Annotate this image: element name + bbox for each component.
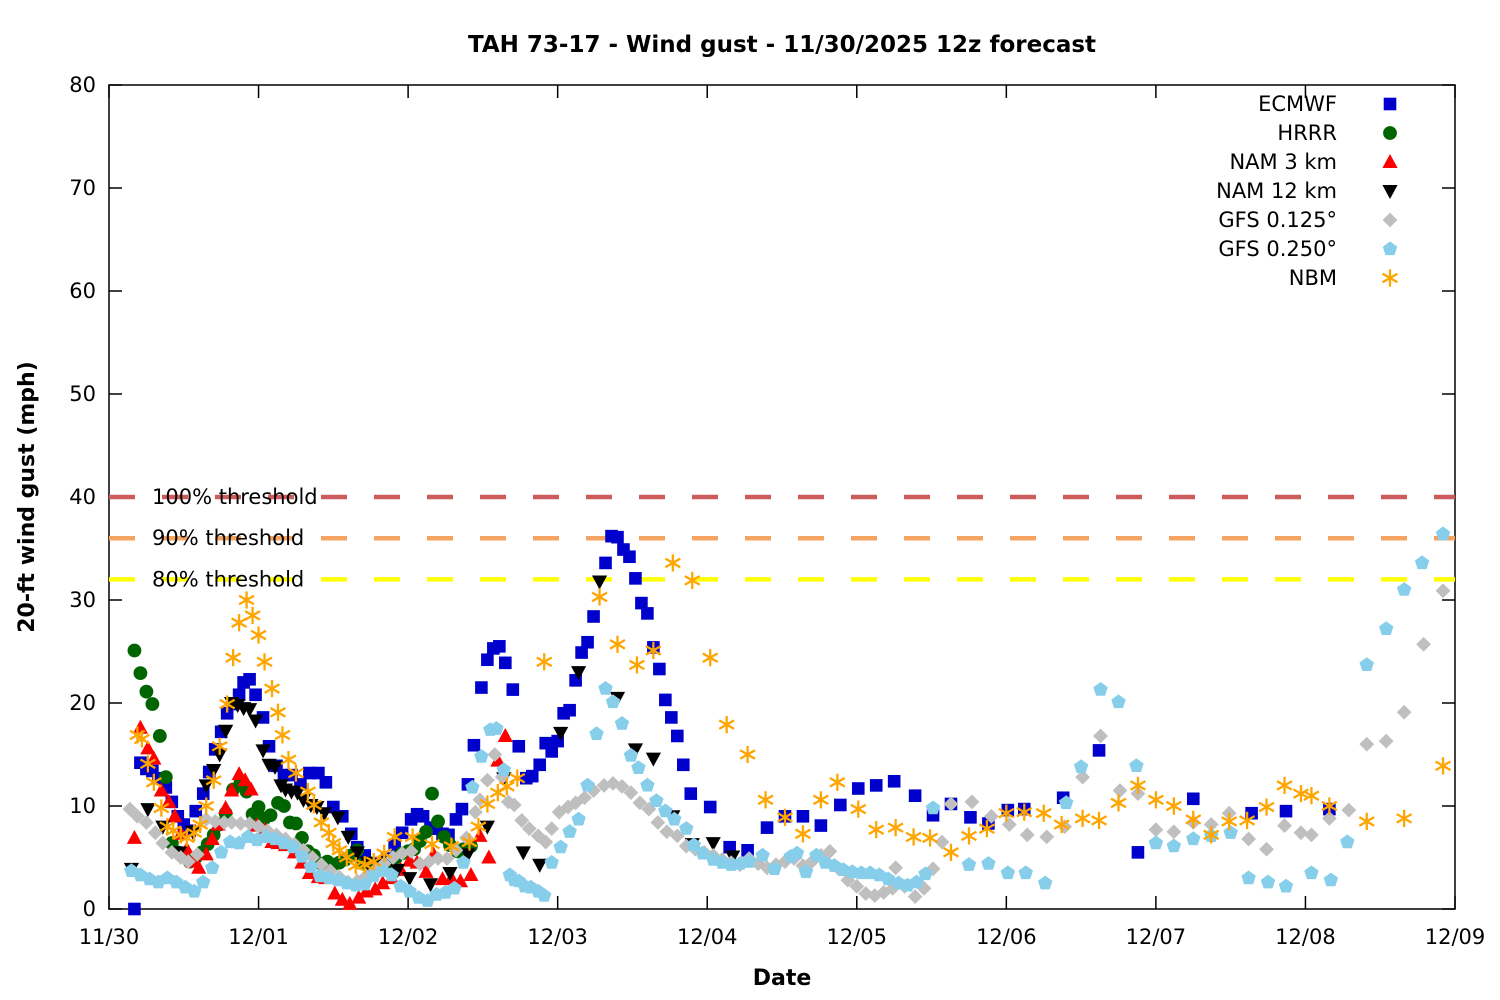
legend-label-nbm: NBM: [1289, 266, 1337, 290]
legend: ECMWF HRRR NAM 3 km NAM 12 km GFS 0.125° GFS …: [1216, 92, 1399, 290]
x-tick-label: 12/05: [827, 925, 888, 949]
y-tick-label: 10: [69, 794, 96, 818]
legend-marker-diamond-icon: [1382, 212, 1398, 228]
y-axis-label: 20-ft wind gust (mph): [15, 361, 40, 633]
y-tick-label: 60: [69, 279, 96, 303]
legend-label-gfs-0-250-: GFS 0.250°: [1218, 237, 1337, 261]
legend-label-ecmwf: ECMWF: [1258, 92, 1337, 116]
y-tick-label: 40: [69, 485, 96, 509]
x-axis-label: Date: [753, 966, 812, 991]
x-tick-label: 11/30: [79, 925, 140, 949]
legend-label-nam-3-km: NAM 3 km: [1229, 150, 1337, 174]
y-tick-label: 80: [69, 73, 96, 97]
x-tick-label: 12/01: [228, 925, 289, 949]
x-tick-label: 12/03: [527, 925, 588, 949]
legend-marker-circle-icon: [1383, 126, 1397, 140]
legend-marker-triangle-down-icon: [1382, 185, 1398, 199]
x-tick-label: 12/09: [1425, 925, 1486, 949]
legend-marker-triangle-up-icon: [1382, 154, 1398, 168]
legend-marker-pentagon-icon: [1382, 241, 1398, 256]
threshold-label: 80% threshold: [152, 567, 304, 591]
chart-title: TAH 73-17 - Wind gust - 11/30/2025 12z f…: [468, 32, 1096, 58]
x-tick-label: 12/04: [677, 925, 738, 949]
x-tick-label: 12/07: [1126, 925, 1187, 949]
threshold-label: 90% threshold: [152, 526, 304, 550]
x-tick-label: 12/02: [378, 925, 439, 949]
legend-marker-square-icon: [1383, 97, 1397, 111]
y-tick-label: 50: [69, 382, 96, 406]
legend-label-hrrr: HRRR: [1277, 121, 1337, 145]
x-tick-label: 12/06: [976, 925, 1037, 949]
legend-label-nam-12-km: NAM 12 km: [1216, 179, 1337, 203]
legend-marker-asterisk-icon: [1381, 269, 1399, 287]
y-tick-label: 20: [69, 691, 96, 715]
x-tick-label: 12/08: [1275, 925, 1336, 949]
legend-label-gfs-0-125-: GFS 0.125°: [1218, 208, 1337, 232]
y-tick-label: 70: [69, 176, 96, 200]
series-gfs-0-250-: [124, 526, 1451, 907]
y-tick-label: 0: [83, 897, 96, 921]
threshold-label: 100% threshold: [152, 485, 318, 509]
y-tick-label: 30: [69, 588, 96, 612]
series-nbm: [129, 554, 1452, 875]
